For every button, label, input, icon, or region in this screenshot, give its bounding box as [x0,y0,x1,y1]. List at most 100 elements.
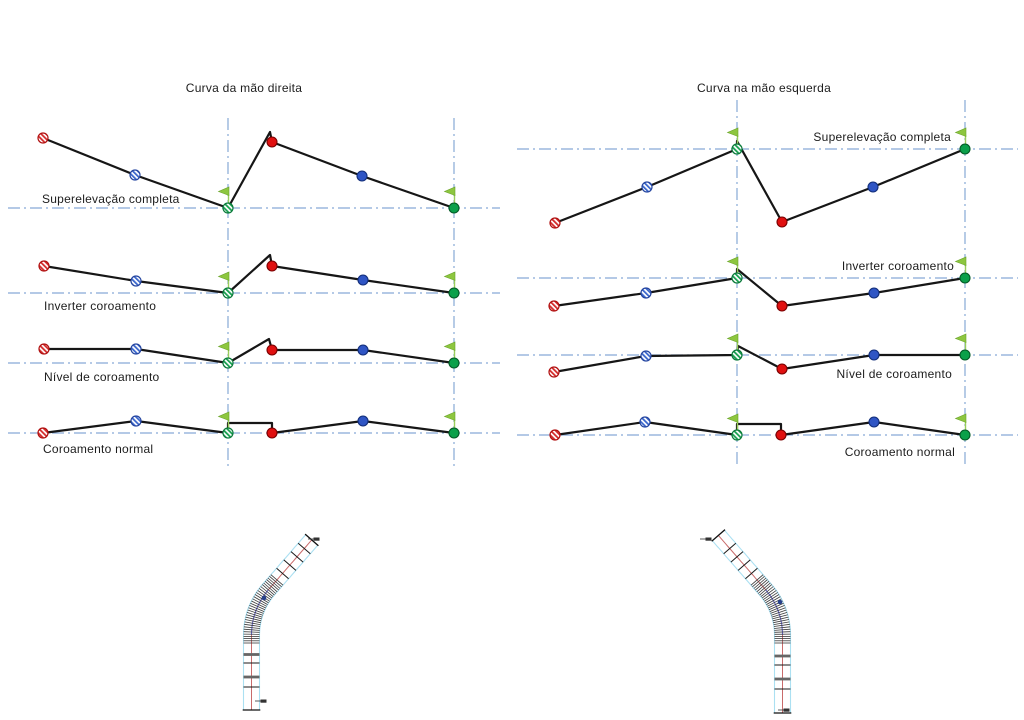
road-transition-tick [249,605,265,612]
road-station-label-mark [313,537,320,541]
flag-icon [217,411,230,421]
road-transition-tick [753,577,767,589]
road-transition-tick [252,598,267,607]
plan-view-layer [242,529,792,714]
edge-profile-line [552,267,967,308]
road-transition-tick [247,609,263,616]
road-transition-tick [773,621,790,625]
road-transition-tick [771,612,788,618]
road-transition-tick [761,588,776,599]
marker-blue-hatched [640,350,652,362]
marker-green-hatched [731,429,743,441]
road-station-tick [730,551,744,563]
marker-red-solid [266,136,278,148]
marker-blue-hatched [129,169,141,181]
marker-green-hatched [731,349,743,361]
marker-blue-solid [357,274,369,286]
road-station-tick [737,559,751,571]
road-transition-tick [245,619,261,624]
road-centerline-tangent [717,535,766,591]
edge-profile-line [41,419,456,435]
flag-icon [726,127,739,137]
flag-icon [217,186,230,196]
road-transition-tick [756,580,770,593]
marker-blue-solid [357,415,369,427]
row-label-nivel-de-coroamento-left: Nível de coroamento [44,370,160,384]
flag-icon [954,127,967,137]
road-transition-tick [771,609,787,616]
road-transition-tick [769,605,785,612]
marker-green-solid [448,202,460,214]
road-point-dot [777,599,783,605]
marker-red-solid [776,216,788,228]
flag-icon [443,186,456,196]
flag-icon [443,411,456,421]
marker-red-hatched [548,300,560,312]
marker-blue-solid [867,181,879,193]
marker-green-solid [448,357,460,369]
edge-profile-line [42,253,456,295]
marker-green-hatched [222,427,234,439]
marker-red-hatched [37,427,49,439]
road-transition-tick [258,588,273,599]
markers-layer [37,127,971,441]
road-transition-tick [262,584,275,596]
road-station-tick [283,559,297,571]
road-transition-tick [246,614,262,620]
road-transition-tick [254,594,269,604]
road-transition-tick [770,607,786,614]
marker-blue-solid [868,287,880,299]
road-station-tick [297,542,311,555]
row-label-superelevacao-completa-left: Superelevação completa [42,192,180,206]
marker-blue-solid [356,170,368,182]
marker-blue-solid [868,349,880,361]
marker-red-hatched [549,217,561,229]
marker-blue-hatched [130,275,142,287]
road-transition-tick [264,580,278,593]
road-transition-tick [752,575,765,588]
marker-green-hatched [222,287,234,299]
road-transition-tick [750,574,764,586]
marker-green-solid [448,287,460,299]
road-station-label-mark [705,537,712,541]
road-transition-tick [263,582,277,594]
marker-green-hatched [731,272,743,284]
road-transition-tick [772,616,789,622]
flag-icon [954,333,967,343]
flag-icon [443,341,456,351]
marker-red-solid [266,427,278,439]
road-transition-tick [755,579,768,591]
marker-red-hatched [549,429,561,441]
profile-lines-layer [41,130,967,437]
marker-blue-hatched [641,181,653,193]
row-label-nivel-de-coroamento-right: Nível de coroamento [837,367,953,381]
road-transition-tick [757,582,771,594]
marker-red-solid [776,300,788,312]
labels-layer: Curva da mão direita Curva na mão esquer… [42,81,955,459]
road-transition-tick [245,616,262,622]
road-transition-tick [774,626,791,629]
marker-blue-hatched [130,343,142,355]
row-label-inverter-coroamento-right: Inverter coroamento [842,259,954,273]
marker-blue-solid [357,344,369,356]
row-label-coroamento-normal-right: Coroamento normal [845,445,955,459]
road-transition-tick [270,574,284,586]
road-transition-tick [246,612,263,618]
row-label-coroamento-normal-left: Coroamento normal [43,442,153,456]
road-transition-tick [253,596,268,605]
road-transition-tick [244,621,261,625]
road-transition-tick [251,600,266,609]
row-label-superelevacao-completa-right: Superelevação completa [813,130,951,144]
marker-green-solid [959,349,971,361]
marker-blue-hatched [130,415,142,427]
row-label-inverter-coroamento-left: Inverter coroamento [44,299,156,313]
marker-red-hatched [37,132,49,144]
panel-title-right-curve: Curva da mão direita [186,81,302,95]
flag-icon [726,256,739,266]
flag-icon [217,271,230,281]
right-hand-curve-plan [242,533,320,711]
marker-red-hatched [38,343,50,355]
marker-green-solid [448,427,460,439]
